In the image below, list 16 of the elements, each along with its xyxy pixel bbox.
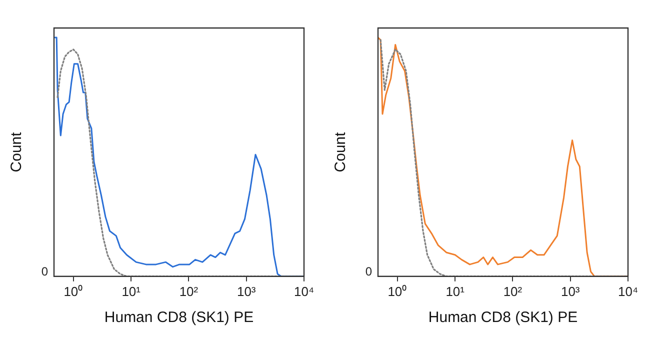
x-tick-label: 10⁰ xyxy=(388,284,408,299)
x-axis-title: Human CD8 (SK1) PE xyxy=(428,309,578,326)
x-tick-label: 10⁴ xyxy=(618,284,638,299)
text: 0 xyxy=(41,264,48,279)
x-tick-label: 10¹ xyxy=(122,284,142,299)
x-axis-title: Human CD8 (SK1) PE xyxy=(104,309,254,326)
x-tick-label: 10² xyxy=(503,284,523,299)
x-tick-label: 10¹ xyxy=(446,284,466,299)
y-axis-title: Count xyxy=(8,131,26,172)
x-tick-label: 10³ xyxy=(560,284,580,299)
x-tick-label: 10³ xyxy=(236,284,256,299)
x-tick-label: 10⁰ xyxy=(64,284,84,299)
y-axis-title: Count xyxy=(332,131,350,172)
text: 0 xyxy=(365,264,372,279)
x-tick-label: 10⁴ xyxy=(294,284,314,299)
x-tick-label: 10² xyxy=(179,284,199,299)
